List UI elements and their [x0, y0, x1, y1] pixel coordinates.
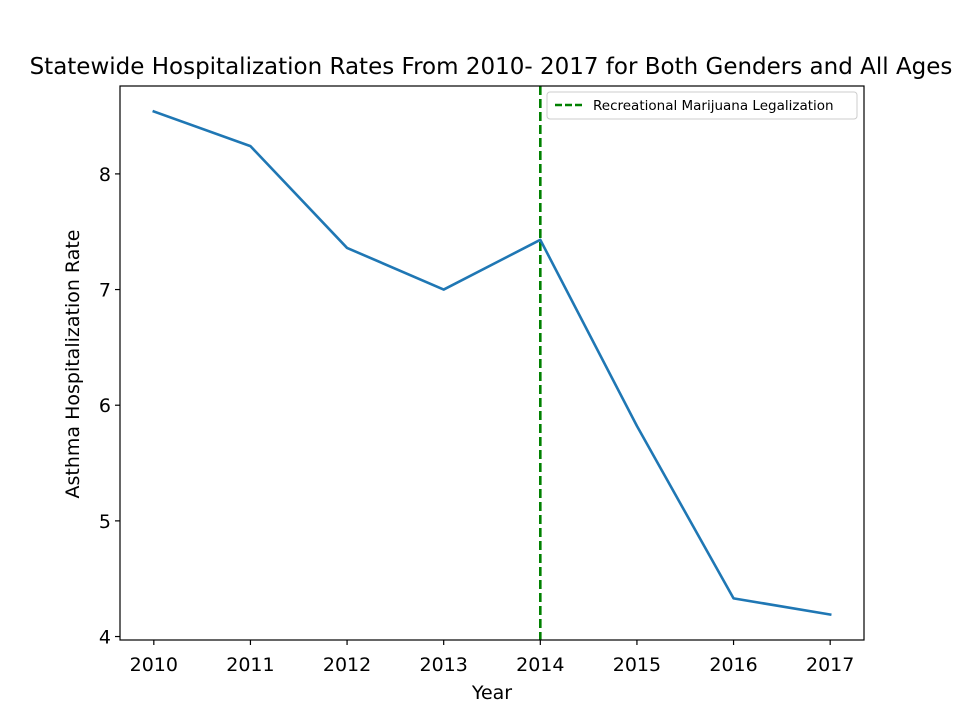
- legend: Recreational Marijuana Legalization: [546, 91, 858, 120]
- legend-label: Recreational Marijuana Legalization: [593, 98, 834, 114]
- x-tick-label: 2017: [806, 654, 854, 676]
- y-tick-label: 6: [99, 395, 111, 417]
- x-tick-label: 2011: [226, 654, 274, 676]
- plot-area: [120, 86, 864, 640]
- x-tick-label: 2013: [420, 654, 468, 676]
- y-tick-label: 5: [99, 511, 111, 533]
- x-tick-label: 2010: [130, 654, 178, 676]
- x-tick-label: 2012: [323, 654, 371, 676]
- legend-box: [546, 91, 858, 120]
- y-tick-label: 4: [99, 627, 111, 649]
- y-tick-label: 7: [99, 280, 111, 302]
- plot-frame: [119, 85, 865, 641]
- x-axis-ticks: 2010 2011 2012 2013 2014 2015 2016 2017: [130, 640, 854, 676]
- x-tick-label: 2016: [709, 654, 757, 676]
- y-tick-label: 8: [99, 164, 111, 186]
- x-axis-title: Year: [471, 682, 512, 704]
- y-axis-ticks: 4 5 6 7 8: [99, 164, 120, 649]
- x-tick-label: 2015: [613, 654, 661, 676]
- chart-title: Statewide Hospitalization Rates From 201…: [30, 54, 953, 80]
- series-line-0: [152, 109, 832, 617]
- y-axis-title: Asthma Hospitalization Rate: [62, 230, 84, 499]
- series-group: [152, 109, 832, 617]
- x-tick-label: 2014: [516, 654, 564, 676]
